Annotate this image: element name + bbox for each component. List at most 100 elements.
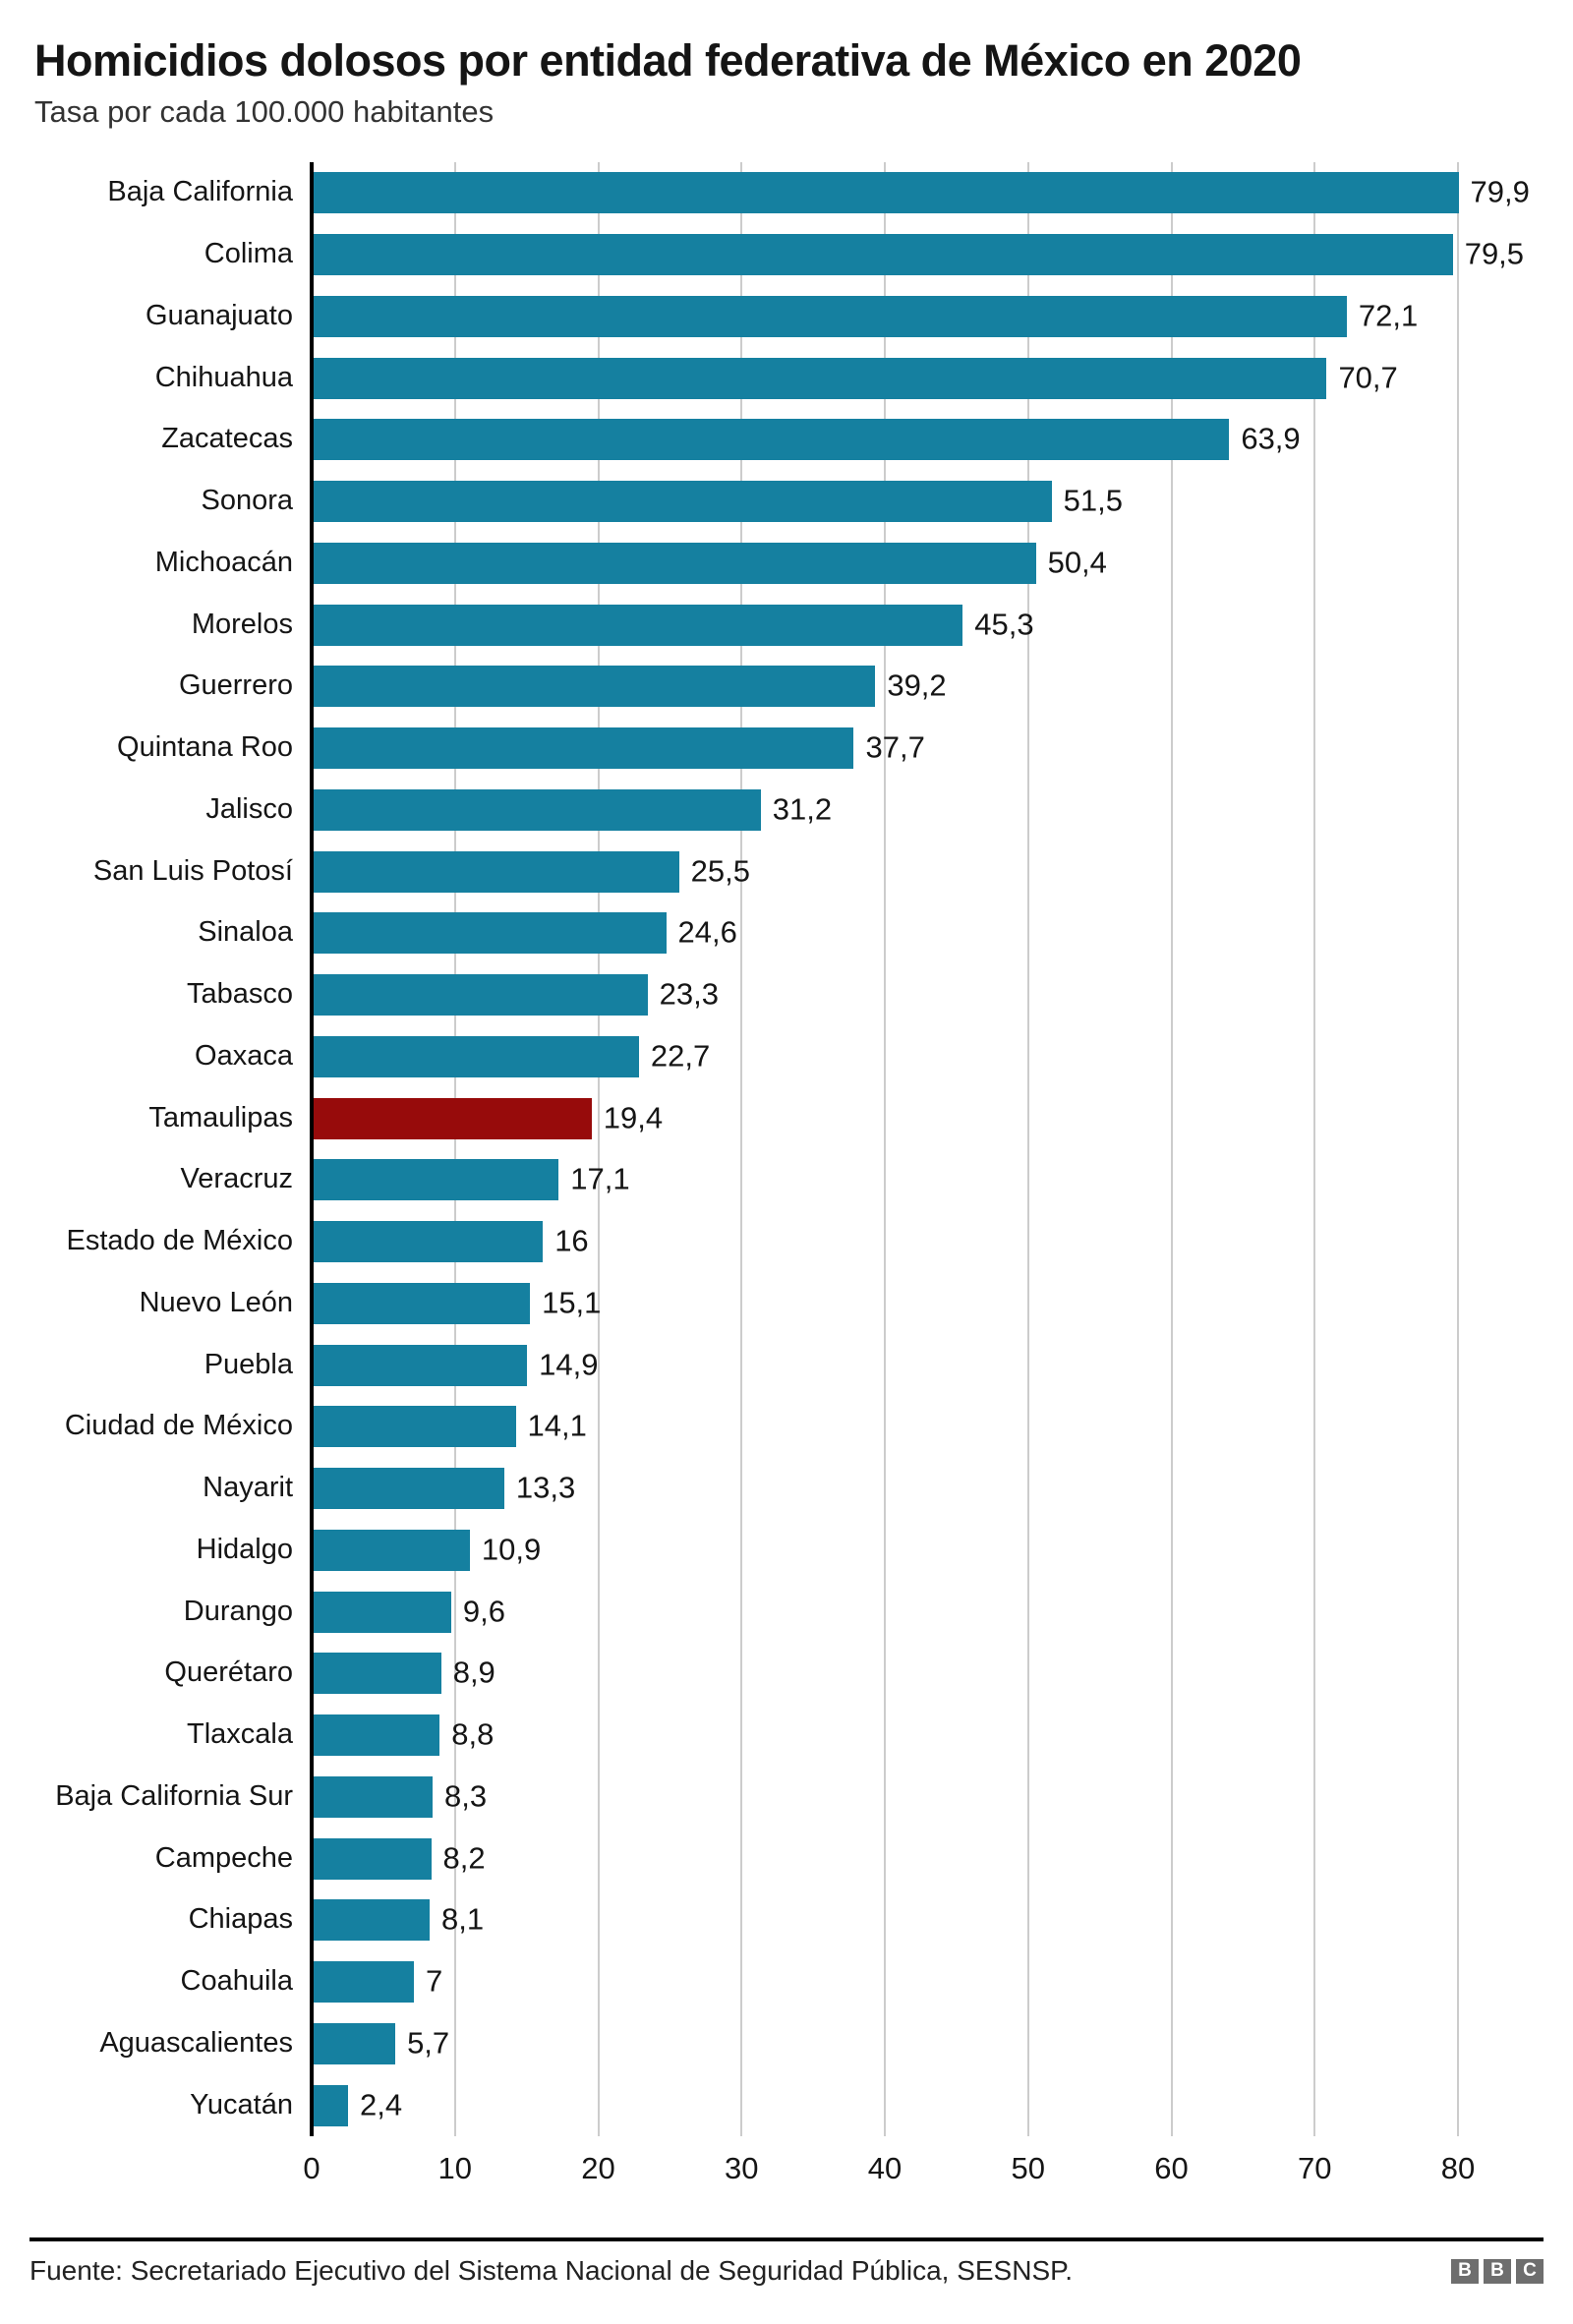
bar [314, 912, 667, 955]
value-label: 7 [426, 1963, 443, 1999]
bar-row: Chiapas 8,1 [0, 1889, 1573, 1951]
bar [314, 1837, 432, 1880]
bar [314, 727, 854, 770]
category-label: Coahuila [180, 1964, 293, 1997]
category-label: Chiapas [188, 1903, 293, 1936]
category-label: Sonora [201, 484, 293, 516]
value-label: 70,7 [1338, 359, 1398, 394]
bar [314, 357, 1327, 399]
value-label: 2,4 [359, 2086, 403, 2121]
bar-row: Aguascalientes 5,7 [0, 2013, 1573, 2075]
bar-row: Yucatán 2,4 [0, 2074, 1573, 2136]
bar-row: San Luis Potosí 25,5 [0, 841, 1573, 902]
bar-row: Sonora 51,5 [0, 471, 1573, 533]
category-label: Veracruz [180, 1163, 293, 1195]
y-axis-line [310, 162, 314, 2136]
category-label: Nuevo León [139, 1286, 293, 1318]
value-label: 13,3 [515, 1470, 576, 1505]
bar [314, 850, 679, 893]
bar [314, 1653, 441, 1695]
value-label: 50,4 [1047, 545, 1107, 580]
bar-row: Estado de México 16 [0, 1211, 1573, 1273]
category-label: Zacatecas [161, 423, 293, 455]
bar [314, 2084, 348, 2126]
chart-subtitle: Tasa por cada 100.000 habitantes [34, 94, 495, 129]
category-label: Estado de México [66, 1224, 293, 1256]
bar [314, 1899, 431, 1942]
value-label: 17,1 [570, 1161, 630, 1196]
category-label: Quintana Roo [117, 730, 293, 763]
category-label: Chihuahua [154, 361, 293, 393]
value-label: 5,7 [407, 2025, 450, 2061]
value-label: 51,5 [1063, 483, 1123, 518]
category-label: Durango [183, 1595, 293, 1627]
bar [314, 666, 876, 708]
bar [314, 1775, 433, 1818]
category-label: Michoacán [154, 546, 293, 578]
category-label: Nayarit [203, 1471, 293, 1503]
value-label: 15,1 [542, 1285, 602, 1320]
gridline [1313, 162, 1316, 2136]
bar [314, 234, 1453, 276]
value-label: 22,7 [650, 1038, 711, 1074]
bar-row: Guerrero 39,2 [0, 656, 1573, 718]
bar [314, 974, 648, 1017]
bar [314, 1406, 516, 1448]
value-label: 25,5 [690, 852, 750, 888]
value-label: 79,9 [1470, 174, 1530, 209]
bar-row: Morelos 45,3 [0, 594, 1573, 656]
category-label: Hidalgo [196, 1533, 293, 1565]
bar-row: Hidalgo 10,9 [0, 1520, 1573, 1582]
gridline [453, 162, 456, 2136]
gridline [740, 162, 743, 2136]
x-axis-tick-label: 40 [867, 2151, 903, 2185]
bar [314, 1529, 470, 1571]
bar [314, 1714, 440, 1757]
bar-row: Baja California 79,9 [0, 162, 1573, 224]
category-label: Oaxaca [195, 1039, 293, 1072]
bar-row: Tabasco 23,3 [0, 964, 1573, 1026]
x-axis-tick-label: 60 [1154, 2151, 1189, 2185]
bar-row: Baja California Sur 8,3 [0, 1767, 1573, 1829]
gridline [1457, 162, 1459, 2136]
value-label: 45,3 [974, 606, 1034, 641]
category-label: Campeche [154, 1841, 293, 1874]
x-axis-tick-label: 80 [1440, 2151, 1476, 2185]
x-axis-tick-label: 20 [581, 2151, 615, 2185]
chart-title: Homicidios dolosos por entidad federativ… [34, 35, 1302, 86]
category-label: Guerrero [178, 669, 293, 702]
bar [314, 295, 1347, 337]
source-text: Fuente: Secretariado Ejecutivo del Siste… [29, 2255, 1073, 2286]
bar [314, 604, 963, 646]
footer-divider [29, 2237, 1544, 2241]
bar [314, 1221, 544, 1263]
value-label: 39,2 [887, 668, 947, 703]
bar-row: Michoacán 50,4 [0, 533, 1573, 595]
bar-row: Puebla 14,9 [0, 1334, 1573, 1396]
bbc-logo-letter: C [1516, 2258, 1544, 2284]
bar [314, 1097, 592, 1139]
category-label: Colima [204, 237, 293, 269]
category-label: Tamaulipas [148, 1101, 293, 1133]
bar-row: Jalisco 31,2 [0, 780, 1573, 842]
bar [314, 1961, 415, 2004]
bar-row: Chihuahua 70,7 [0, 347, 1573, 409]
bar-row: Sinaloa 24,6 [0, 902, 1573, 964]
x-axis-tick-labels: 0 10 20 30 40 50 60 70 80 [0, 2151, 1573, 2190]
gridline [597, 162, 600, 2136]
value-label: 72,1 [1358, 298, 1419, 333]
bbc-logo-letter: B [1451, 2258, 1479, 2284]
bar-row: Veracruz 17,1 [0, 1149, 1573, 1211]
value-label: 24,6 [677, 914, 737, 950]
x-axis-tick-label: 30 [725, 2151, 759, 2185]
value-label: 23,3 [659, 976, 719, 1012]
value-label: 19,4 [603, 1099, 664, 1134]
value-label: 8,8 [451, 1716, 495, 1752]
bar [314, 1035, 639, 1077]
category-label: Tlaxcala [187, 1717, 293, 1750]
bar-row: Querétaro 8,9 [0, 1643, 1573, 1705]
bar-row: Ciudad de México 14,1 [0, 1396, 1573, 1458]
value-label: 16 [554, 1223, 589, 1258]
value-label: 10,9 [481, 1532, 542, 1567]
